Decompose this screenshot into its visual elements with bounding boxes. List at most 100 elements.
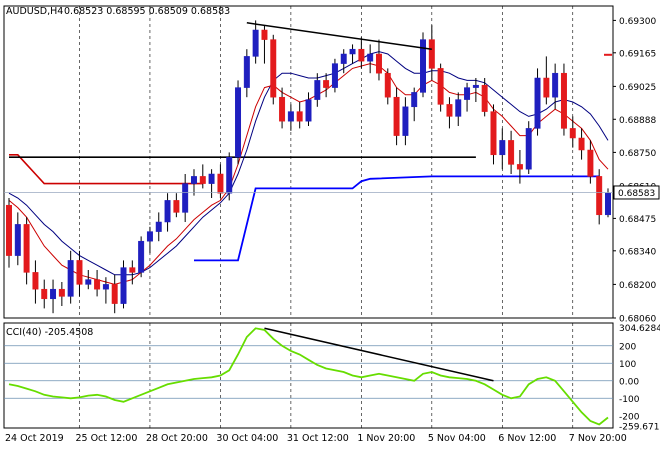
candle [23, 217, 30, 285]
candle [191, 169, 197, 196]
candle [261, 25, 268, 64]
price-y-tick-label: 0.68200 [619, 281, 656, 291]
x-tick-label: 1 Nov 20:00 [357, 433, 415, 444]
candle-body [358, 48, 365, 62]
cci-y-tick-label: 100 [619, 360, 636, 370]
candle [85, 270, 92, 290]
candle [164, 193, 171, 232]
candle-body [393, 96, 400, 136]
candle-body [349, 48, 356, 55]
candle [552, 63, 559, 110]
candle [516, 150, 523, 184]
cci-title: CCI(40) -205.4508 [6, 327, 93, 338]
candle-body [569, 128, 576, 139]
candle [578, 128, 585, 160]
candle [393, 87, 400, 146]
candle [270, 34, 277, 105]
candle [182, 174, 189, 222]
price-y-tick-label: 0.68340 [619, 247, 656, 257]
x-tick-label: 24 Oct 2019 [5, 433, 64, 444]
candle-body [384, 72, 391, 98]
candle [543, 56, 550, 105]
candle [287, 104, 294, 131]
candle [446, 97, 453, 129]
candle [481, 78, 488, 117]
candle-body [191, 176, 197, 184]
candle-body [261, 29, 268, 40]
candle [208, 169, 215, 198]
candle [331, 58, 338, 93]
candle [102, 277, 109, 304]
candle [508, 130, 515, 174]
candle [402, 97, 409, 146]
candle [358, 37, 365, 69]
candle-body [323, 80, 330, 88]
candle-body [85, 279, 92, 285]
candle [411, 87, 418, 122]
candle [199, 164, 206, 189]
candle-body [411, 92, 418, 108]
candle-body [279, 96, 286, 122]
candle [67, 250, 74, 304]
price-y-tick-label: 0.69165 [619, 49, 656, 59]
candle-body [173, 200, 180, 213]
candle-body [41, 288, 48, 300]
candle-body [552, 72, 559, 98]
cci-panel: 24 Oct 2019 25 Oct 12:00 28 Oct 20:00 30 Oc… [3, 322, 660, 444]
candle-body [120, 267, 127, 304]
candle [146, 226, 153, 254]
candle [490, 104, 497, 165]
candle [41, 279, 48, 309]
candle [472, 78, 479, 102]
price-y-tick-label: 0.68750 [619, 149, 656, 159]
candle-body [243, 56, 250, 88]
candle-body [67, 260, 74, 297]
candle-body [481, 84, 488, 112]
candle-body [235, 87, 242, 158]
candle-body [446, 104, 453, 117]
price-y-tick-label: 0.69300 [619, 17, 656, 27]
candle-body [420, 39, 426, 93]
candle [50, 279, 57, 314]
x-tick-label: 25 Oct 12:00 [75, 433, 137, 444]
price-y-tick-label: 0.69025 [619, 83, 656, 93]
candle-body [270, 39, 277, 98]
candle-body [32, 272, 39, 290]
ma-slow-line [8, 51, 609, 276]
cci-y-tick-label: -100 [619, 395, 640, 405]
candle [605, 188, 611, 218]
cci-y-tick-label: -259.6715 [619, 423, 660, 433]
cci-y-tick-label: 304.6284 [619, 324, 660, 334]
price-trendline [246, 22, 432, 50]
candle [226, 152, 233, 201]
candle [349, 44, 356, 64]
candle-body [129, 267, 136, 273]
candle [587, 140, 594, 184]
candle [296, 102, 303, 129]
kijun-line [9, 154, 203, 185]
candle [32, 260, 39, 304]
candle [14, 212, 21, 266]
cci-y-tick-label: 0.00 [619, 377, 639, 387]
candle-body [146, 231, 153, 242]
candle-body [402, 106, 409, 136]
cci-trendline [264, 327, 494, 382]
x-tick-label: 7 Nov 20:00 [569, 433, 627, 444]
candle-body [499, 140, 506, 156]
price-y-tick-label: 0.68060 [619, 315, 656, 325]
candle-body [164, 200, 171, 223]
candle [305, 92, 312, 126]
candle-body [428, 39, 435, 69]
candle-body [490, 111, 497, 156]
candle-body [305, 99, 312, 122]
candle [314, 73, 321, 107]
candle-body [516, 164, 523, 170]
candle-body [296, 111, 303, 122]
candle-body [199, 176, 206, 184]
cci-frame [3, 322, 614, 429]
candle [76, 250, 83, 297]
candle-body [605, 192, 611, 216]
candle [455, 92, 462, 126]
candle [120, 260, 127, 309]
